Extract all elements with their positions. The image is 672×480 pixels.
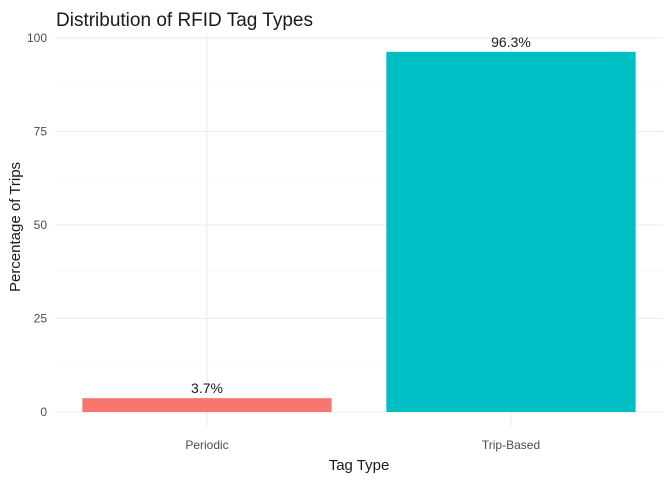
bar-trip-based <box>386 51 636 412</box>
x-axis-title: Tag Type <box>329 457 390 474</box>
chart-title: Distribution of RFID Tag Types <box>56 10 313 31</box>
data-label: 96.3% <box>491 34 531 50</box>
bar-periodic <box>82 398 332 412</box>
y-tick-label: 25 <box>34 312 48 326</box>
bars <box>82 51 636 412</box>
y-axis-title: Percentage of Trips <box>7 162 24 292</box>
x-axis-ticks: Periodic Trip-Based <box>185 438 540 452</box>
y-tick-label: 75 <box>34 125 48 139</box>
y-tick-label: 100 <box>27 31 47 45</box>
data-label: 3.7% <box>191 380 223 396</box>
y-tick-label: 50 <box>34 218 48 232</box>
y-tick-label: 0 <box>40 405 47 419</box>
x-tick-label: Periodic <box>185 438 228 452</box>
data-labels: 3.7% 96.3% <box>191 34 531 396</box>
y-axis-ticks: 0 25 50 75 100 <box>27 31 47 419</box>
x-tick-label: Trip-Based <box>482 438 540 452</box>
